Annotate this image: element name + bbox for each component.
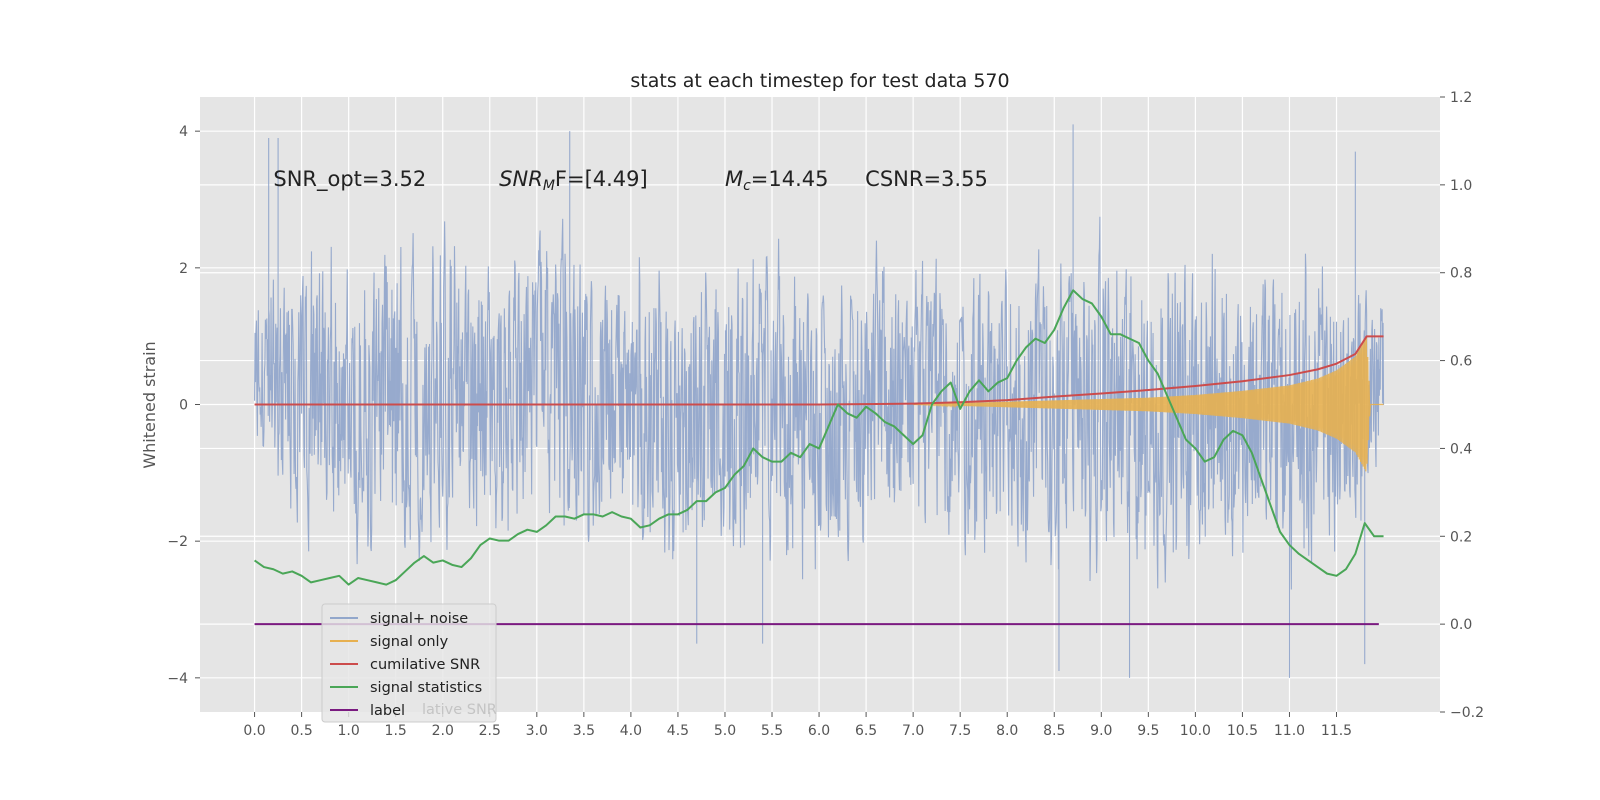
- series-signal-only: [913, 336, 1384, 472]
- x-tick-label: 6.0: [808, 723, 830, 739]
- y-tick-label: −2: [167, 534, 188, 550]
- x-tick-label: 7.5: [949, 723, 971, 739]
- y2-tick-label: 0.2: [1450, 529, 1472, 545]
- legend-entry: signal only: [370, 634, 449, 650]
- x-tick-label: 4.0: [620, 723, 642, 739]
- y2-tick-label: 0.0: [1450, 617, 1472, 633]
- annotation-snr-mf: SNRMF=[4.49]: [499, 167, 648, 194]
- x-tick-label: 5.5: [761, 723, 783, 739]
- x-tick-label: 5.0: [714, 723, 736, 739]
- x-tick-label: 10.5: [1227, 723, 1258, 739]
- y2-tick-label: 0.8: [1450, 266, 1472, 282]
- x-tick-label: 6.5: [855, 723, 877, 739]
- legend-entry: signal+ noise: [370, 611, 468, 627]
- annotation-snr-opt: SNR_opt=3.52: [273, 167, 426, 192]
- legend-entry: label: [370, 703, 405, 719]
- y2-tick-label: 0.4: [1450, 441, 1472, 457]
- x-tick-label: 4.5: [667, 723, 689, 739]
- x-tick-label: 8.0: [996, 723, 1018, 739]
- legend-box: [321, 603, 497, 723]
- x-tick-label: 1.5: [385, 723, 407, 739]
- y-tick-label: 0: [179, 398, 188, 414]
- legend-ghost-text: lative SNR: [422, 702, 497, 718]
- legend-entry: cumilative SNR: [370, 657, 480, 673]
- x-tick-label: 3.5: [573, 723, 595, 739]
- y2-tick-label: −0.2: [1450, 705, 1484, 721]
- x-tick-label: 0.5: [290, 723, 312, 739]
- x-tick-label: 2.0: [432, 723, 454, 739]
- annotation-csnr: CSNR=3.55: [865, 167, 988, 191]
- x-tick-label: 7.0: [902, 723, 924, 739]
- chart-title: stats at each timestep for test data 570: [630, 70, 1009, 92]
- y-tick-label: −4: [167, 671, 188, 687]
- series-cumulative-snr: [254, 335, 1384, 406]
- y-tick-label: 2: [179, 261, 188, 277]
- x-tick-label: 9.5: [1137, 723, 1159, 739]
- y-axis-label: Whitened strain: [140, 341, 159, 468]
- x-tick-label: 10.0: [1180, 723, 1211, 739]
- annotation-mc: Mc=14.45: [725, 167, 829, 194]
- x-tick-label: 11.0: [1274, 723, 1305, 739]
- x-tick-label: 0.0: [243, 723, 265, 739]
- x-tick-label: 1.0: [338, 723, 360, 739]
- x-tick-label: 9.0: [1090, 723, 1112, 739]
- y2-tick-label: 1.0: [1450, 178, 1472, 194]
- y-tick-label: 4: [179, 124, 188, 140]
- x-tick-label: 8.5: [1043, 723, 1065, 739]
- y2-tick-label: 1.2: [1450, 90, 1472, 106]
- x-tick-label: 2.5: [479, 723, 501, 739]
- y2-tick-label: 0.6: [1450, 354, 1472, 370]
- legend-entry: signal statistics: [370, 680, 482, 696]
- x-tick-label: 3.0: [526, 723, 548, 739]
- x-tick-label: 11.5: [1321, 723, 1352, 739]
- series-signal-statistics: [253, 289, 1384, 586]
